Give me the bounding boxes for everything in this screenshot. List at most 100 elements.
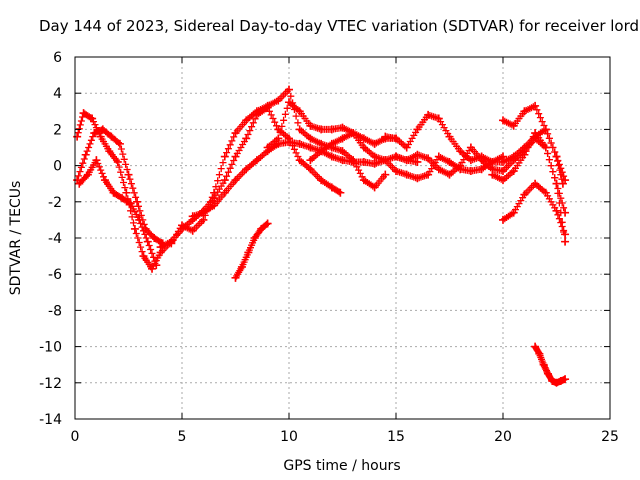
data-point xyxy=(242,165,251,174)
data-point xyxy=(250,234,259,242)
data-point xyxy=(424,170,433,179)
data-point xyxy=(242,134,251,143)
data-point xyxy=(115,139,124,148)
data-point xyxy=(359,157,368,166)
x-tick-label: 25 xyxy=(601,429,619,445)
series-arc-11 xyxy=(488,129,570,246)
series-arc-3 xyxy=(75,156,161,270)
data-point xyxy=(499,176,507,185)
data-point xyxy=(381,156,390,165)
data-point xyxy=(231,152,240,161)
y-tick-label: 2 xyxy=(53,122,62,138)
data-point xyxy=(402,170,411,179)
data-point xyxy=(338,134,347,143)
data-point xyxy=(88,114,97,123)
data-point xyxy=(98,125,107,134)
data-point xyxy=(135,215,144,224)
data-point xyxy=(466,167,475,176)
data-point xyxy=(392,152,400,161)
data-point xyxy=(509,121,518,130)
data-point xyxy=(370,152,379,161)
data-point xyxy=(359,176,368,185)
data-point xyxy=(139,252,148,261)
data-point xyxy=(327,183,336,192)
data-point xyxy=(434,165,443,174)
data-point xyxy=(548,376,557,385)
data-point xyxy=(413,157,422,166)
y-tick-label: 0 xyxy=(53,159,62,175)
y-tick-label: -8 xyxy=(48,303,62,319)
data-point xyxy=(509,156,518,165)
data-point xyxy=(488,170,497,179)
series-arc-13 xyxy=(499,179,570,239)
data-point xyxy=(477,156,486,165)
data-point xyxy=(535,349,544,358)
data-point xyxy=(83,170,92,179)
data-point xyxy=(257,224,266,233)
data-point xyxy=(244,248,253,257)
data-point xyxy=(199,208,208,217)
data-point xyxy=(79,109,88,118)
y-tick-label: -10 xyxy=(39,340,62,356)
data-point xyxy=(285,85,293,94)
data-point xyxy=(306,165,315,174)
x-axis-label: GPS time / hours xyxy=(283,458,400,474)
data-point xyxy=(381,170,390,179)
y-tick-label: 6 xyxy=(53,50,62,66)
data-point xyxy=(531,179,540,188)
data-point xyxy=(150,234,159,242)
y-tick-label: 4 xyxy=(53,86,62,102)
data-point xyxy=(370,139,379,148)
data-point xyxy=(509,208,518,217)
data-point xyxy=(327,125,336,134)
data-point xyxy=(152,261,161,270)
data-point xyxy=(392,167,400,176)
plot-area xyxy=(73,85,570,387)
data-point xyxy=(531,129,540,138)
series-markers xyxy=(167,86,389,247)
data-point xyxy=(561,230,570,239)
data-point xyxy=(167,239,176,248)
data-point xyxy=(274,96,283,105)
data-point xyxy=(552,179,561,188)
data-point xyxy=(370,183,379,192)
data-point xyxy=(237,262,246,271)
x-tick-label: 0 xyxy=(71,429,80,445)
data-point xyxy=(539,360,548,369)
data-point xyxy=(81,150,90,159)
data-point xyxy=(445,157,454,166)
data-point xyxy=(561,176,570,185)
data-point xyxy=(274,134,283,143)
data-point xyxy=(96,132,105,141)
data-point xyxy=(188,226,197,235)
data-point xyxy=(413,150,422,159)
data-point xyxy=(561,375,570,384)
data-point xyxy=(252,156,261,165)
data-point xyxy=(75,179,84,188)
data-point xyxy=(188,212,197,221)
series-arc-15 xyxy=(531,342,570,387)
data-point xyxy=(285,98,293,107)
data-point xyxy=(466,156,475,165)
data-point xyxy=(445,170,454,179)
data-point xyxy=(456,161,465,170)
data-point xyxy=(306,143,315,152)
series-arc-1 xyxy=(73,109,176,273)
data-point xyxy=(263,143,272,152)
series-arc-2 xyxy=(73,125,167,248)
data-point xyxy=(531,101,540,110)
data-point xyxy=(556,376,565,385)
data-point xyxy=(178,221,186,230)
data-point xyxy=(466,143,475,152)
data-point xyxy=(392,134,400,143)
data-point xyxy=(336,188,345,197)
chart-title: Day 144 of 2023, Sidereal Day-to-day VTE… xyxy=(39,17,639,35)
data-point xyxy=(231,176,240,185)
data-point xyxy=(143,237,152,246)
y-tick-label: -12 xyxy=(39,376,62,392)
data-point xyxy=(488,157,497,166)
data-point xyxy=(499,167,507,176)
data-point xyxy=(520,107,529,116)
data-point xyxy=(124,170,133,179)
